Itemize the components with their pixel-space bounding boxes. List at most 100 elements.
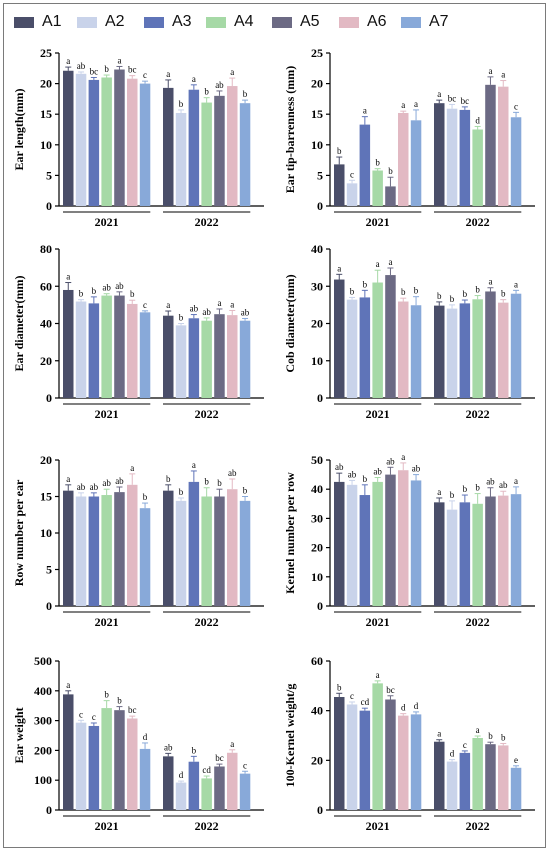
y-tick-label: 30 (311, 511, 323, 525)
bar-a7-2021 (410, 480, 422, 606)
legend-swatch (206, 17, 226, 28)
y-tick-label: 200 (34, 743, 52, 757)
x-category-label: 2022 (466, 819, 490, 833)
y-tick-label: 50 (311, 453, 323, 467)
significance-letter: ab (115, 281, 124, 291)
y-tick-label: 0 (46, 391, 52, 405)
bar-a6-2022 (227, 752, 238, 810)
x-category-label: 2021 (366, 215, 390, 229)
bar-a5-2022 (214, 314, 225, 398)
bar-a2-2021 (346, 183, 358, 206)
y-tick-label: 15 (311, 107, 323, 121)
bar-a6-2021 (127, 484, 138, 606)
y-tick-label: 25 (40, 46, 52, 60)
significance-letter: b (117, 696, 122, 706)
y-tick-label: 100 (34, 773, 52, 787)
significance-letter: a (66, 272, 70, 282)
y-tick-label: 80 (40, 242, 52, 256)
legend-label: A7 (429, 13, 449, 30)
significance-letter: d (179, 770, 184, 780)
significance-letter: b (463, 484, 468, 494)
bar-a1-2022 (434, 305, 445, 398)
significance-letter: ab (77, 482, 86, 492)
bar-a1-2021 (63, 70, 74, 206)
significance-letter: b (179, 487, 184, 497)
y-tick-label: 20 (311, 541, 323, 555)
significance-letter: bc (90, 66, 99, 76)
x-category-label: 2022 (466, 407, 490, 421)
bar-a4-2021 (101, 77, 112, 206)
x-category-label: 2022 (195, 819, 219, 833)
significance-letter: ab (241, 307, 250, 317)
significance-letter: d (401, 703, 406, 713)
significance-letter: b (243, 89, 248, 99)
significance-letter: d (475, 115, 480, 125)
figure-frame (3, 3, 546, 848)
significance-letter: ab (102, 478, 111, 488)
bar-a2-2022 (446, 761, 458, 810)
bar-a6-2021 (398, 112, 409, 206)
x-category-label: 2021 (95, 819, 119, 833)
y-tick-label: 10 (311, 570, 323, 584)
bar-a7-2021 (410, 305, 422, 398)
bar-a2-2021 (346, 299, 358, 398)
y-tick-label: 15 (40, 107, 52, 121)
bar-a3-2022 (188, 761, 200, 810)
significance-letter: b (92, 286, 97, 296)
bar-a6-2022 (498, 302, 509, 398)
significance-letter: d (143, 732, 148, 742)
bar-a1-2021 (334, 697, 345, 810)
y-axis-label: 100-Kernel weight/g (283, 684, 297, 788)
significance-letter: a (230, 299, 234, 309)
significance-letter: b (166, 474, 171, 484)
significance-letter: a (130, 463, 134, 473)
y-tick-label: 0 (317, 803, 323, 817)
bar-a6-2021 (127, 303, 138, 398)
y-tick-label: 20 (40, 354, 52, 368)
y-tick-label: 40 (311, 482, 323, 496)
bar-a1-2022 (434, 741, 445, 810)
significance-letter: a (337, 263, 341, 273)
significance-letter: ab (77, 61, 86, 71)
significance-letter: ab (115, 476, 124, 486)
y-tick-label: 10 (311, 138, 323, 152)
significance-letter: a (514, 279, 518, 289)
bar-a3-2021 (88, 303, 100, 398)
significance-letter: a (117, 55, 121, 65)
bar-a5-2021 (385, 474, 396, 606)
bar-a5-2021 (385, 186, 396, 206)
bar-a3-2021 (359, 297, 371, 398)
significance-letter: b (104, 64, 109, 74)
bar-a7-2021 (410, 120, 422, 206)
bar-a1-2022 (163, 87, 174, 206)
bar-a2-2021 (75, 73, 87, 206)
legend-label: A1 (42, 13, 62, 30)
y-tick-label: 60 (40, 279, 52, 293)
bar-a1-2022 (434, 103, 445, 206)
y-axis-label: Ear length(mm) (12, 88, 26, 170)
bar-a4-2022 (201, 320, 212, 398)
bar-a3-2021 (359, 710, 371, 810)
bar-a4-2022 (201, 102, 212, 206)
bar-a2-2022 (446, 108, 458, 206)
significance-letter: a (166, 69, 170, 79)
significance-letter: ab (215, 80, 224, 90)
bar-a4-2021 (372, 282, 383, 398)
bar-a5-2021 (114, 710, 125, 810)
significance-letter: bc (128, 705, 137, 715)
y-tick-label: 500 (34, 654, 52, 668)
y-tick-label: 5 (317, 168, 323, 182)
significance-letter: ab (228, 468, 237, 478)
bar-a3-2021 (88, 496, 100, 606)
significance-letter: e (514, 755, 518, 765)
bar-a3-2021 (359, 495, 371, 606)
y-tick-label: 10 (40, 526, 52, 540)
significance-letter: b (501, 732, 506, 742)
bar-a6-2021 (398, 715, 409, 810)
significance-letter: a (376, 259, 380, 269)
significance-letter: d (414, 701, 419, 711)
bar-a3-2022 (188, 89, 200, 206)
significance-letter: c (243, 760, 247, 770)
